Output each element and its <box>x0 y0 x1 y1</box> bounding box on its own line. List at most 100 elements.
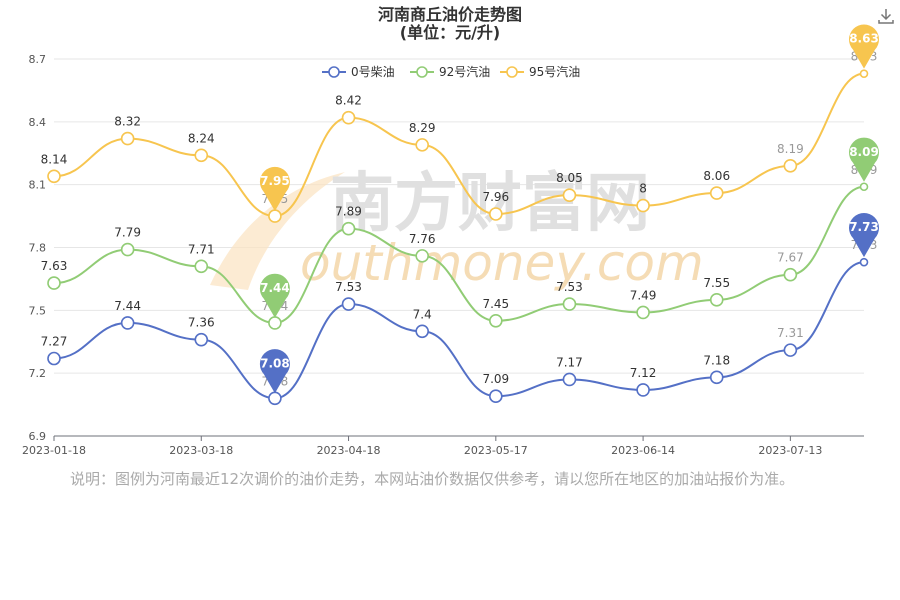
watermark-swoosh <box>210 172 345 290</box>
data-label: 8.32 <box>114 115 141 129</box>
download-icon[interactable] <box>876 6 896 26</box>
data-point <box>415 249 429 263</box>
data-label: 7.79 <box>114 226 141 240</box>
legend-item-0[interactable]: 0号柴油 <box>322 65 395 79</box>
legend-label: 95号汽油 <box>529 64 580 79</box>
data-label: 8.14 <box>41 152 68 166</box>
data-label: 8.29 <box>409 121 436 135</box>
data-point <box>120 316 135 330</box>
data-point <box>783 159 798 173</box>
data-label: 8.05 <box>556 171 583 185</box>
data-label: 7.45 <box>482 297 509 311</box>
download-button[interactable] <box>876 6 896 26</box>
data-label: 8.24 <box>188 131 215 145</box>
y-tick-label: 7.2 <box>29 367 47 380</box>
legend-label: 0号柴油 <box>351 65 395 79</box>
data-point <box>194 148 209 163</box>
legend-marker <box>328 66 340 78</box>
data-label: 7.96 <box>482 190 509 204</box>
grid <box>54 58 864 374</box>
data-label: 7.31 <box>777 326 804 340</box>
y-tick-label: 6.9 <box>29 430 47 443</box>
data-label: 7.4 <box>413 307 432 321</box>
x-tick-label: 2023-03-18 <box>169 444 233 457</box>
y-tick-label: 8.1 <box>29 179 47 192</box>
legend-item-2[interactable]: 95号汽油 <box>500 64 580 79</box>
y-tick-label: 8.7 <box>29 53 47 66</box>
chart-title: 河南商丘油价走势图 <box>378 5 522 24</box>
data-point <box>341 110 356 125</box>
data-point <box>783 343 798 357</box>
pin-marker <box>259 349 290 394</box>
pin-label: 7.95 <box>260 174 290 188</box>
pin-label: 7.73 <box>849 220 879 234</box>
y-tick-label: 7.8 <box>29 242 47 255</box>
data-point <box>636 198 650 213</box>
legend-marker <box>506 66 518 78</box>
data-point <box>489 314 503 328</box>
data-point <box>859 69 869 78</box>
x-tick-label: 2023-04-18 <box>317 444 381 457</box>
data-label: 8.42 <box>335 94 362 108</box>
data-label: 7.71 <box>188 242 215 256</box>
y-tick-label: 7.5 <box>29 304 47 317</box>
data-label: 7.44 <box>114 299 141 313</box>
pin-label: 8.63 <box>849 32 879 46</box>
data-label: 7.63 <box>41 259 68 273</box>
chart-note: 说明：图例为河南最近12次调价的油价走势，本网站油价数据仅供参考，请以您所在地区… <box>70 470 795 488</box>
pin-marker <box>849 24 879 69</box>
pin-marker <box>849 137 880 182</box>
data-label: 7.53 <box>556 280 583 294</box>
data-label: 7.76 <box>409 232 436 246</box>
data-point <box>562 297 577 311</box>
data-label: 7.09 <box>482 372 509 386</box>
data-point <box>341 221 356 236</box>
data-label: 7.17 <box>556 355 583 369</box>
data-point <box>268 391 282 406</box>
axes: 6.9 7.2 7.5 7.8 8.1 8.4 8.7 2023-01-18 2023-03-1… <box>22 53 864 457</box>
data-point <box>859 257 869 267</box>
data-point <box>415 324 429 339</box>
data-point <box>268 209 282 223</box>
data-point <box>194 332 209 347</box>
data-label: 7.89 <box>335 205 362 219</box>
data-label: 8.19 <box>777 142 804 156</box>
legend-label: 92号汽油 <box>439 64 490 79</box>
data-label: 7.67 <box>777 251 804 265</box>
data-label: 7.27 <box>41 335 68 349</box>
watermark: 南方财富网 outhmoney.com <box>210 167 704 292</box>
data-point <box>47 351 61 366</box>
data-label: 7.12 <box>630 366 657 380</box>
data-point <box>783 267 798 282</box>
pin-label: 8.09 <box>849 145 879 159</box>
pins: 7.08 7.73 7.44 8.09 7.95 8.63 <box>259 24 880 394</box>
pin-label: 7.08 <box>260 356 290 370</box>
data-point <box>636 383 650 397</box>
data-label: 7.53 <box>335 280 362 294</box>
data-point <box>709 293 724 307</box>
chart-subtitle: (单位：元/升) <box>400 23 500 42</box>
watermark-cn: 南方财富网 <box>330 167 650 241</box>
data-point <box>562 372 577 387</box>
data-point <box>268 316 282 330</box>
data-point <box>341 297 356 311</box>
legend-item-1[interactable]: 92号汽油 <box>410 64 490 79</box>
data-label: 7.18 <box>703 353 730 367</box>
legend[interactable]: 0号柴油 92号汽油 95号汽油 <box>322 64 580 79</box>
data-point <box>636 305 650 320</box>
pin-marker <box>259 166 290 212</box>
series <box>47 69 869 406</box>
data-point <box>120 242 135 257</box>
data-label: 7.49 <box>630 288 657 302</box>
data-point <box>859 182 869 192</box>
pin-label: 7.44 <box>260 281 290 295</box>
data-point <box>562 188 577 202</box>
data-label: 7.36 <box>188 316 215 330</box>
x-tick-label: 2023-01-18 <box>22 444 86 457</box>
x-tick-label: 2023-06-14 <box>611 444 675 457</box>
data-point <box>47 276 61 290</box>
data-point <box>709 370 724 385</box>
pin-marker <box>849 212 880 258</box>
data-point <box>415 138 429 152</box>
